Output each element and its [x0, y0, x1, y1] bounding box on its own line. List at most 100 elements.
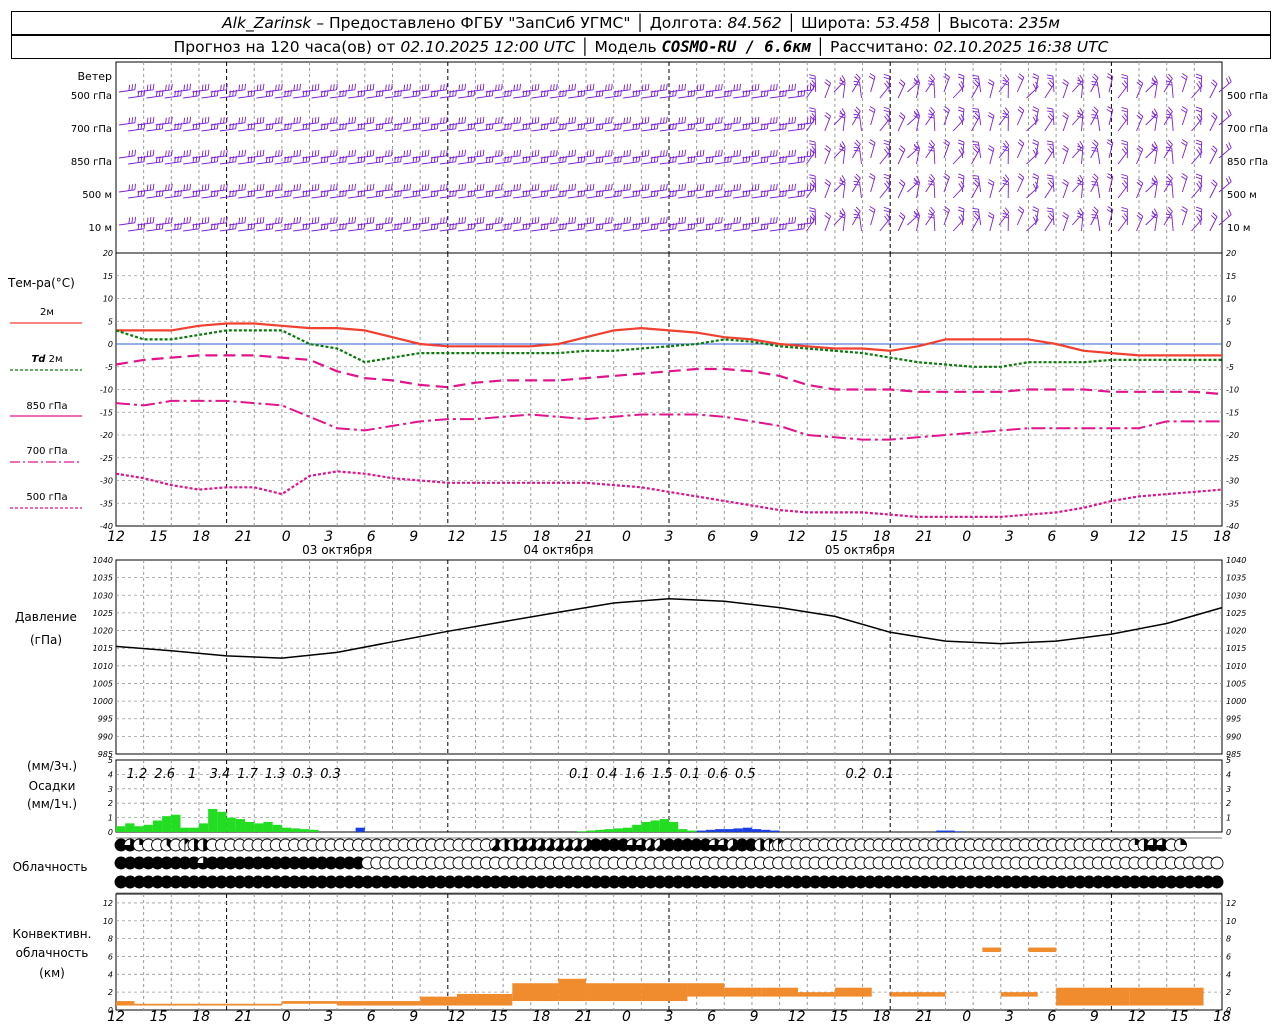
wind-barb-staff: [238, 161, 255, 165]
wind-barb-staff: [137, 189, 154, 193]
wind-barb-feather: [207, 183, 210, 190]
wind-barb-feather: [853, 216, 860, 219]
wind-barb: [1181, 173, 1188, 193]
cloud-symbol-fill: [233, 857, 246, 869]
wind-barb-feather: [149, 84, 152, 91]
wind-barb: [806, 80, 817, 99]
wind-barb-feather: [684, 116, 687, 123]
wind-barb-staff: [586, 195, 603, 199]
wind-barb-staff: [302, 189, 319, 193]
wind-barb-feather: [1228, 109, 1232, 115]
wind-barb-feather: [238, 84, 241, 91]
precip-3h-label: 1.3: [265, 767, 286, 782]
wind-barb-staff: [577, 155, 594, 159]
wind-barb-feather: [1032, 176, 1039, 180]
wind-barb-staff: [558, 189, 575, 193]
precip-rain-bar: [143, 824, 153, 832]
wind-barb-feather: [699, 84, 702, 91]
conv-title-2: облачность: [16, 946, 89, 960]
wind-barb-feather: [479, 184, 482, 191]
wind-barb-feather: [464, 183, 467, 190]
wind-barb: [522, 83, 540, 93]
wind-barb-staff: [164, 228, 181, 232]
cloud-symbol-fill: [827, 876, 840, 888]
wind-barb: [485, 183, 503, 193]
wind-barb-feather: [626, 217, 629, 224]
wind-barb-feather: [1226, 78, 1230, 84]
wind-barb: [824, 212, 831, 232]
pressure-ytick-label: 1040: [93, 556, 113, 565]
wind-barb-staff: [604, 195, 621, 199]
wind-barb-feather: [1032, 206, 1039, 210]
conv-cloud-bar: [724, 987, 762, 997]
time-tick-label-bottom: 12: [107, 1009, 125, 1024]
wind-barb: [192, 149, 210, 159]
precip-rain-bar: [272, 824, 282, 832]
wind-barb-staff: [943, 209, 950, 226]
wind-barb-feather: [1168, 139, 1173, 145]
wind-barb-feather: [531, 117, 534, 124]
wind-barb-staff: [668, 222, 685, 226]
wind-barb-feather: [702, 216, 705, 223]
precip-snow-bar: [761, 829, 771, 832]
wind-barb-staff: [375, 189, 392, 193]
wind-barb-feather: [259, 117, 262, 124]
wind-barb: [357, 83, 375, 93]
wind-barb: [1145, 108, 1158, 126]
wind-barb-feather: [1092, 209, 1098, 214]
wind-barb: [1136, 212, 1144, 232]
wind-barb-feather: [928, 109, 934, 115]
wind-barb: [595, 83, 613, 93]
wind-barb-staff: [714, 95, 731, 99]
wind-barb-staff: [1096, 148, 1101, 165]
wind-barb: [760, 216, 778, 226]
wind-barb-feather: [409, 83, 412, 90]
conv-cloud-bar: [1056, 987, 1130, 1006]
legend-t850-label: 850 гПа: [26, 401, 67, 412]
wind-barb: [1209, 79, 1218, 99]
cloud-symbol-fill: [252, 876, 264, 888]
wind-barb-staff: [412, 89, 429, 93]
wind-barb-feather: [406, 217, 409, 224]
wind-barb: [668, 183, 687, 193]
t700-series-line: [115, 399, 1222, 441]
time-tick-label: 9: [409, 529, 418, 545]
wind-barb-staff: [228, 122, 245, 126]
wind-barb: [971, 212, 980, 232]
wind-barb-staff: [320, 155, 337, 159]
wind-barb: [1044, 212, 1054, 232]
wind-barb-staff: [403, 228, 420, 232]
cloud-symbol-fill: [644, 876, 657, 888]
lat-label: Широта:: [800, 14, 871, 32]
wind-barb-feather: [809, 210, 816, 213]
wind-barb-feather: [482, 183, 485, 190]
wind-barb: [650, 183, 668, 193]
wind-barb-feather: [516, 117, 519, 124]
time-tick-label: 12: [107, 529, 125, 545]
wind-barb: [1044, 79, 1054, 99]
wind-barb-feather: [605, 184, 607, 191]
time-tick-label-bottom: 15: [1171, 1009, 1189, 1024]
wind-barb-feather: [868, 142, 875, 146]
wind-barb-feather: [825, 179, 831, 184]
conv-cloud-bar: [1129, 987, 1204, 1006]
wind-barb-staff: [859, 215, 862, 232]
precip-rain-bar: [180, 827, 190, 832]
wind-barb-staff: [219, 128, 236, 132]
wind-barb-feather: [883, 76, 890, 80]
wind-barb-staff: [384, 161, 401, 165]
wind-barb-feather: [1168, 173, 1173, 179]
precip-ytick-label-right: 2: [1226, 799, 1231, 808]
wind-barb-feather: [128, 184, 131, 191]
wind-barb-feather: [824, 181, 830, 187]
cloud-symbol-fill: [142, 857, 155, 869]
wind-barb: [1136, 179, 1144, 199]
wind-barb-feather: [241, 217, 244, 224]
wind-barb-feather: [534, 184, 537, 191]
wind-barb: [302, 116, 320, 126]
wind-barb-feather: [957, 176, 964, 180]
wind-barb-feather: [152, 216, 155, 223]
wind-barb-feather: [568, 117, 571, 124]
wind-barb: [448, 183, 467, 193]
wind-barb-staff: [641, 228, 658, 232]
